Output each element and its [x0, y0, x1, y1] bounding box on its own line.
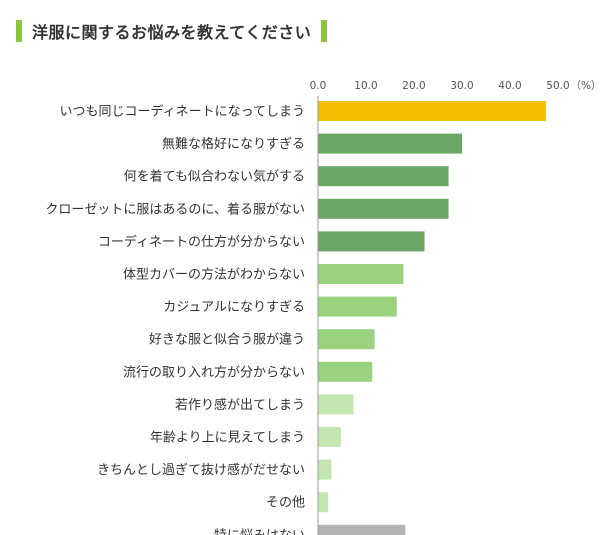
- bar: [318, 101, 546, 121]
- bar: [318, 524, 406, 535]
- page-title: 洋服に関するお悩みを教えてください: [32, 23, 312, 42]
- x-tick-label: 20.0: [402, 80, 425, 92]
- x-tick-label: 10.0: [354, 80, 377, 92]
- chart-title-block: 洋服に関するお悩みを教えてください: [16, 20, 328, 42]
- bar: [318, 394, 354, 415]
- x-unit-label: （%）: [571, 80, 602, 92]
- bar: [318, 361, 373, 382]
- x-tick-label: 0.0: [310, 80, 327, 92]
- category-label: 無難な格好になりすぎる: [162, 136, 305, 152]
- category-label: きちんとし過ぎて抜け感がだせない: [97, 462, 305, 478]
- bar: [318, 198, 449, 219]
- category-label: 年齢より上に見えてしまう: [150, 431, 305, 446]
- category-label: カジュアルになりすぎる: [163, 300, 305, 315]
- bar: [318, 427, 342, 447]
- category-label: 特に悩みはない: [214, 528, 305, 535]
- category-label: いつも同じコーディネートになってしまう: [60, 104, 305, 120]
- category-label: 好きな服と似合う服が違う: [149, 333, 305, 348]
- title-accent-bar-left: [16, 20, 22, 42]
- bar: [318, 296, 397, 317]
- category-label: その他: [266, 496, 305, 511]
- x-tick-label: 50.0: [546, 80, 569, 92]
- category-label: 若作り感が出てしまう: [175, 397, 305, 413]
- bar: [318, 166, 449, 187]
- bar: [318, 459, 332, 480]
- category-label: コーディネートの仕方が分からない: [98, 234, 305, 250]
- x-tick-label: 40.0: [498, 80, 521, 92]
- bar: [318, 264, 404, 284]
- category-label: 体型カバーの方法がわからない: [123, 267, 305, 283]
- category-label: 流行の取り入れ方が分からない: [123, 364, 305, 380]
- category-label: クローゼットに服はあるのに、着る服がない: [45, 201, 305, 217]
- title-accent-bar-right: [321, 20, 328, 42]
- category-label: 何を着ても似合わない気がする: [124, 169, 305, 185]
- bar: [318, 133, 462, 154]
- x-tick-label: 30.0: [450, 80, 473, 92]
- bar: [318, 329, 375, 350]
- bar: [318, 231, 425, 252]
- bar: [318, 492, 329, 513]
